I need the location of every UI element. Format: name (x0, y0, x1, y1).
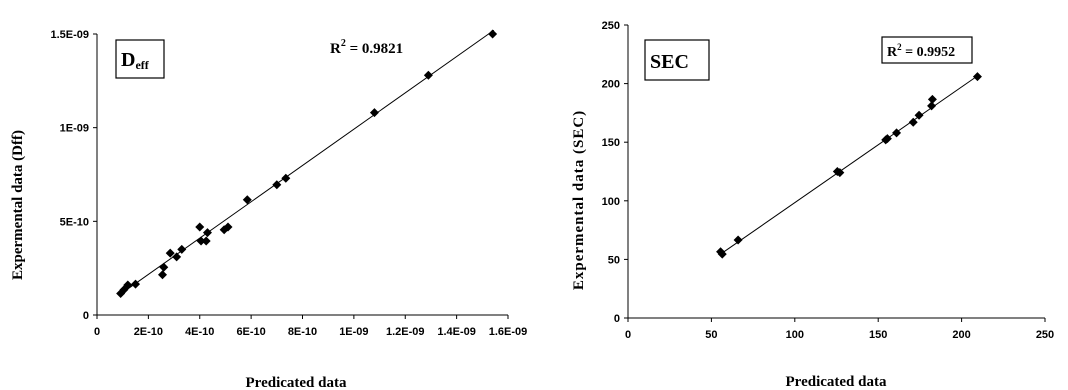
data-point (908, 117, 918, 127)
x-tick-label: 0 (94, 326, 100, 338)
data-point (717, 249, 727, 259)
data-point (927, 94, 937, 104)
data-point (882, 134, 892, 144)
r2-label-frame (881, 36, 973, 64)
x-tick-label: 250 (1036, 329, 1054, 341)
x-tick-label: 6E-10 (236, 326, 265, 338)
data-point (972, 72, 982, 82)
trendline (719, 74, 979, 256)
y-axis-label: Expermental data (Dff) (10, 130, 26, 280)
data-point (423, 70, 433, 80)
y-tick-label: 250 (602, 20, 620, 32)
y-tick-label: 200 (602, 79, 620, 91)
y-tick-label: 50 (608, 254, 620, 266)
data-point (892, 128, 902, 138)
chart-deff: 0 2E-10 4E-10 6E-10 8E-10 1E-09 1.2E-09 1.4E-09… (10, 29, 527, 390)
data-point (242, 195, 252, 205)
label-box: SEC (644, 39, 710, 81)
y-tick-label: 1E-09 (60, 123, 89, 135)
data-point (201, 236, 211, 246)
label-box-text: SEC (650, 51, 689, 73)
r2-label: R2 = 0.9821 (330, 38, 403, 57)
y-tick-label: 1.5E-09 (50, 29, 89, 41)
data-point (177, 244, 187, 254)
x-tick-label: 1.4E-09 (437, 326, 476, 338)
x-tick-label: 100 (786, 329, 804, 341)
label-box: Deff (115, 39, 165, 79)
data-point (196, 236, 206, 246)
x-tick-label: 2E-10 (134, 326, 163, 338)
y-axis-label: Expermental data (SEC) (571, 110, 587, 290)
data-point (165, 248, 175, 258)
x-tick-label: 1.6E-09 (489, 326, 528, 338)
x-axis-label: Predicated data (786, 374, 887, 390)
data-point (272, 180, 282, 190)
data-point (195, 222, 205, 232)
y-tick-label: 150 (602, 137, 620, 149)
x-tick-label: 1E-09 (339, 326, 368, 338)
data-point (202, 228, 212, 238)
data-point (914, 110, 924, 120)
y-tick-label: 0 (83, 310, 89, 322)
r2-label-text: R2 = 0.9952 (887, 42, 955, 60)
data-point (488, 29, 498, 39)
data-point (927, 101, 937, 111)
data-point (131, 279, 141, 289)
label-box-frame (644, 39, 710, 81)
plot-axes (627, 25, 1045, 319)
x-tick-label: 4E-10 (185, 326, 214, 338)
x-tick-label: 1.2E-09 (386, 326, 425, 338)
plot-axes (96, 34, 508, 316)
r2-label: R2 = 0.9952 (881, 36, 973, 64)
chart-sec: 0 50 100 150 200 250 0 50 100 150 200 250 SEC R2 = … (571, 20, 1054, 390)
data-point (123, 280, 133, 290)
data-point (369, 108, 379, 118)
x-tick-label: 150 (869, 329, 887, 341)
y-tick-label: 100 (602, 196, 620, 208)
y-tick-label: 0 (614, 313, 620, 325)
x-tick-label: 0 (625, 329, 631, 341)
data-point (733, 235, 743, 245)
y-tick-label: 5E-10 (60, 216, 89, 228)
data-point (172, 252, 182, 262)
data-point (281, 173, 291, 183)
label-box-frame (115, 39, 165, 79)
x-tick-label: 200 (952, 329, 970, 341)
data-point (158, 270, 168, 280)
x-tick-label: 8E-10 (288, 326, 317, 338)
x-tick-label: 50 (705, 329, 717, 341)
label-box-text: Deff (121, 49, 150, 72)
data-point (159, 262, 169, 272)
data-point (835, 168, 845, 178)
data-point (223, 222, 233, 232)
x-axis-label: Predicated data (246, 375, 347, 390)
